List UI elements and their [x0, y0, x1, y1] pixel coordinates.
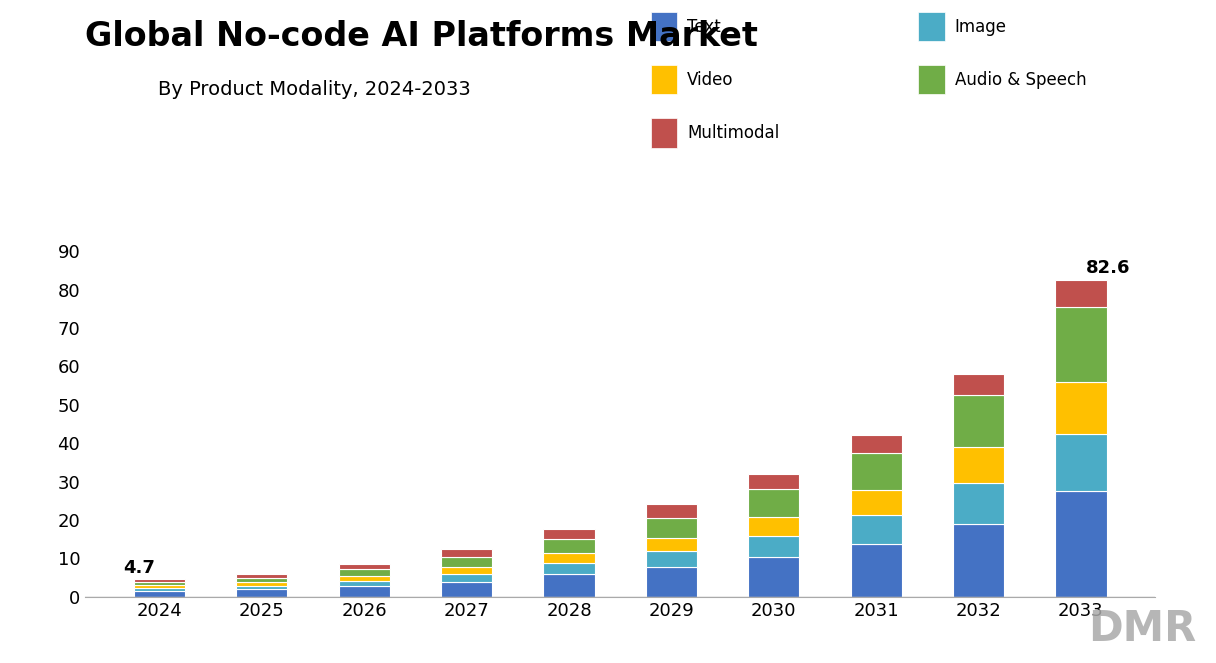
Bar: [953, 395, 1004, 447]
Bar: [338, 581, 390, 586]
Text: Global No-code AI Platforms Market: Global No-code AI Platforms Market: [85, 20, 758, 53]
Bar: [953, 483, 1004, 524]
Bar: [748, 474, 799, 489]
Bar: [1055, 382, 1107, 434]
Bar: [236, 582, 287, 585]
Bar: [544, 529, 595, 539]
Text: 82.6: 82.6: [1086, 259, 1131, 276]
Bar: [748, 557, 799, 597]
Bar: [134, 585, 185, 588]
Bar: [748, 517, 799, 536]
Text: Text: Text: [687, 17, 721, 36]
Bar: [1055, 280, 1107, 307]
Bar: [953, 447, 1004, 483]
Bar: [441, 581, 492, 597]
Bar: [850, 515, 902, 544]
Bar: [236, 585, 287, 589]
Text: Image: Image: [955, 17, 1007, 36]
Bar: [748, 489, 799, 517]
Bar: [646, 504, 697, 518]
Text: By Product Modality, 2024-2033: By Product Modality, 2024-2033: [158, 80, 471, 99]
Bar: [236, 577, 287, 582]
Bar: [544, 574, 595, 597]
Text: 4.7: 4.7: [124, 559, 156, 577]
Bar: [544, 563, 595, 574]
Bar: [134, 588, 185, 591]
Bar: [1055, 434, 1107, 491]
Text: Multimodal: Multimodal: [687, 123, 779, 142]
Bar: [236, 589, 287, 597]
Bar: [953, 524, 1004, 597]
Text: DMR: DMR: [1088, 608, 1197, 650]
Bar: [748, 536, 799, 557]
Bar: [544, 553, 595, 563]
Bar: [338, 564, 390, 570]
Bar: [850, 544, 902, 597]
Bar: [441, 573, 492, 581]
Bar: [338, 570, 390, 576]
Bar: [441, 550, 492, 557]
Bar: [646, 518, 697, 538]
Bar: [646, 538, 697, 551]
Bar: [646, 567, 697, 597]
Bar: [850, 490, 902, 515]
Bar: [441, 557, 492, 567]
Text: Audio & Speech: Audio & Speech: [955, 70, 1086, 89]
Text: Video: Video: [687, 70, 733, 89]
Bar: [441, 567, 492, 573]
Bar: [236, 573, 287, 577]
Bar: [134, 581, 185, 585]
Bar: [338, 586, 390, 597]
Bar: [850, 453, 902, 490]
Bar: [134, 591, 185, 597]
Bar: [953, 374, 1004, 395]
Bar: [850, 436, 902, 453]
Bar: [134, 579, 185, 581]
Bar: [544, 539, 595, 553]
Bar: [338, 576, 390, 581]
Bar: [646, 551, 697, 567]
Bar: [1055, 491, 1107, 597]
Bar: [1055, 307, 1107, 382]
